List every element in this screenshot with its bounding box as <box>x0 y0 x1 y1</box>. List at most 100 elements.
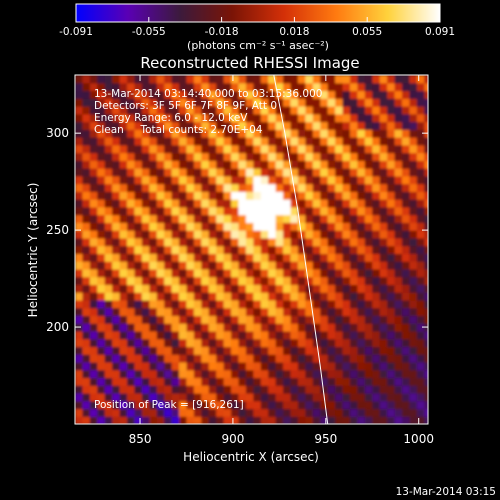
heatmap-cell <box>97 385 106 394</box>
heatmap-cell <box>297 113 306 123</box>
heatmap-cell <box>320 369 329 379</box>
heatmap-cell <box>119 276 128 285</box>
heatmap-cell <box>364 315 373 324</box>
heatmap-cell <box>238 385 247 394</box>
heatmap-cell <box>231 408 240 417</box>
heatmap-cell <box>342 129 351 138</box>
heatmap-cell <box>283 307 292 317</box>
heatmap-cell <box>409 346 418 355</box>
heatmap-cell <box>119 292 128 301</box>
heatmap-cell <box>416 323 425 332</box>
heatmap-cell <box>97 330 106 340</box>
heatmap-cell <box>297 183 306 192</box>
heatmap-cell <box>245 377 254 386</box>
heatmap-cell <box>401 121 411 130</box>
heatmap-cell <box>379 121 388 130</box>
heatmap-cell <box>223 144 232 154</box>
heatmap-cell <box>104 245 113 254</box>
heatmap-cell <box>290 98 299 107</box>
heatmap-cell <box>394 113 403 123</box>
heatmap-cell <box>171 199 180 208</box>
heatmap-cell <box>335 75 344 84</box>
heatmap-cell <box>379 113 388 123</box>
heatmap-cell <box>179 199 188 208</box>
heatmap-cell <box>179 90 188 99</box>
heatmap-cell <box>179 144 188 154</box>
heatmap-cell <box>275 160 284 169</box>
heatmap-cell <box>394 144 403 154</box>
heatmap-cell <box>141 284 150 293</box>
heatmap-cell <box>253 152 262 161</box>
heatmap-cell <box>297 385 306 394</box>
heatmap-cell <box>238 338 247 348</box>
heatmap-cell <box>335 369 344 379</box>
heatmap-cell <box>372 168 381 177</box>
heatmap-cell <box>245 346 254 355</box>
heatmap-cell <box>149 400 158 410</box>
heatmap-cell <box>141 129 150 138</box>
heatmap-cell <box>401 106 411 115</box>
heatmap-cell <box>119 160 128 169</box>
heatmap-cell <box>320 214 329 223</box>
heatmap-cell <box>275 284 284 293</box>
heatmap-cell <box>216 144 225 154</box>
heatmap-cell <box>193 113 202 123</box>
heatmap-cell <box>75 330 84 340</box>
heatmap-cell <box>97 400 106 410</box>
heatmap-cell <box>372 377 381 386</box>
heatmap-cell <box>305 361 314 371</box>
heatmap-cell <box>387 106 396 115</box>
heatmap-cell <box>387 416 396 424</box>
heatmap-cell <box>364 191 373 200</box>
heatmap-cell <box>119 106 128 115</box>
heatmap-cell <box>208 106 217 115</box>
heatmap-cell <box>387 261 396 270</box>
heatmap-cell <box>193 199 202 208</box>
heatmap-cell <box>320 98 329 107</box>
heatmap-cell <box>223 330 232 340</box>
heatmap-cell <box>186 129 195 138</box>
heatmap-cell <box>335 253 344 262</box>
heatmap-cell <box>231 400 240 410</box>
heatmap-cell <box>186 237 195 247</box>
heatmap-cell <box>82 253 91 262</box>
heatmap-cell <box>179 377 188 386</box>
heatmap-cell <box>89 113 98 123</box>
heatmap-cell <box>127 106 136 115</box>
heatmap-cell <box>401 237 411 247</box>
heatmap-cell <box>260 385 269 394</box>
heatmap-cell <box>75 144 84 154</box>
heatmap-cell <box>75 106 84 115</box>
heatmap-cell <box>335 214 344 223</box>
heatmap-cell <box>112 245 121 254</box>
heatmap-cell <box>112 408 121 417</box>
heatmap-cell <box>186 183 195 192</box>
heatmap-cell <box>171 323 180 332</box>
heatmap-cell <box>164 354 173 363</box>
heatmap-cell <box>290 392 299 402</box>
heatmap-cell <box>401 160 411 169</box>
heatmap-cell <box>97 206 106 216</box>
heatmap-cell <box>394 292 403 301</box>
heatmap-cell <box>349 206 358 216</box>
heatmap-cell <box>238 98 247 107</box>
heatmap-cell <box>134 408 143 417</box>
heatmap-cell <box>208 75 217 84</box>
heatmap-cell <box>134 121 143 130</box>
heatmap-cell <box>260 377 269 386</box>
heatmap-cell <box>409 113 418 123</box>
heatmap-cell <box>401 82 411 92</box>
heatmap-cell <box>141 113 150 123</box>
heatmap-cell <box>335 416 344 424</box>
heatmap-cell <box>275 137 284 146</box>
heatmap-cell <box>401 361 411 371</box>
heatmap-cell <box>416 354 425 363</box>
heatmap-cell <box>305 222 314 231</box>
heatmap-cell <box>208 276 217 285</box>
heatmap-cell <box>364 307 373 317</box>
heatmap-cell <box>171 346 180 355</box>
heatmap-cell <box>127 354 136 363</box>
heatmap-cell <box>75 361 84 371</box>
heatmap-cell <box>394 299 403 309</box>
heatmap-cell <box>186 199 195 208</box>
